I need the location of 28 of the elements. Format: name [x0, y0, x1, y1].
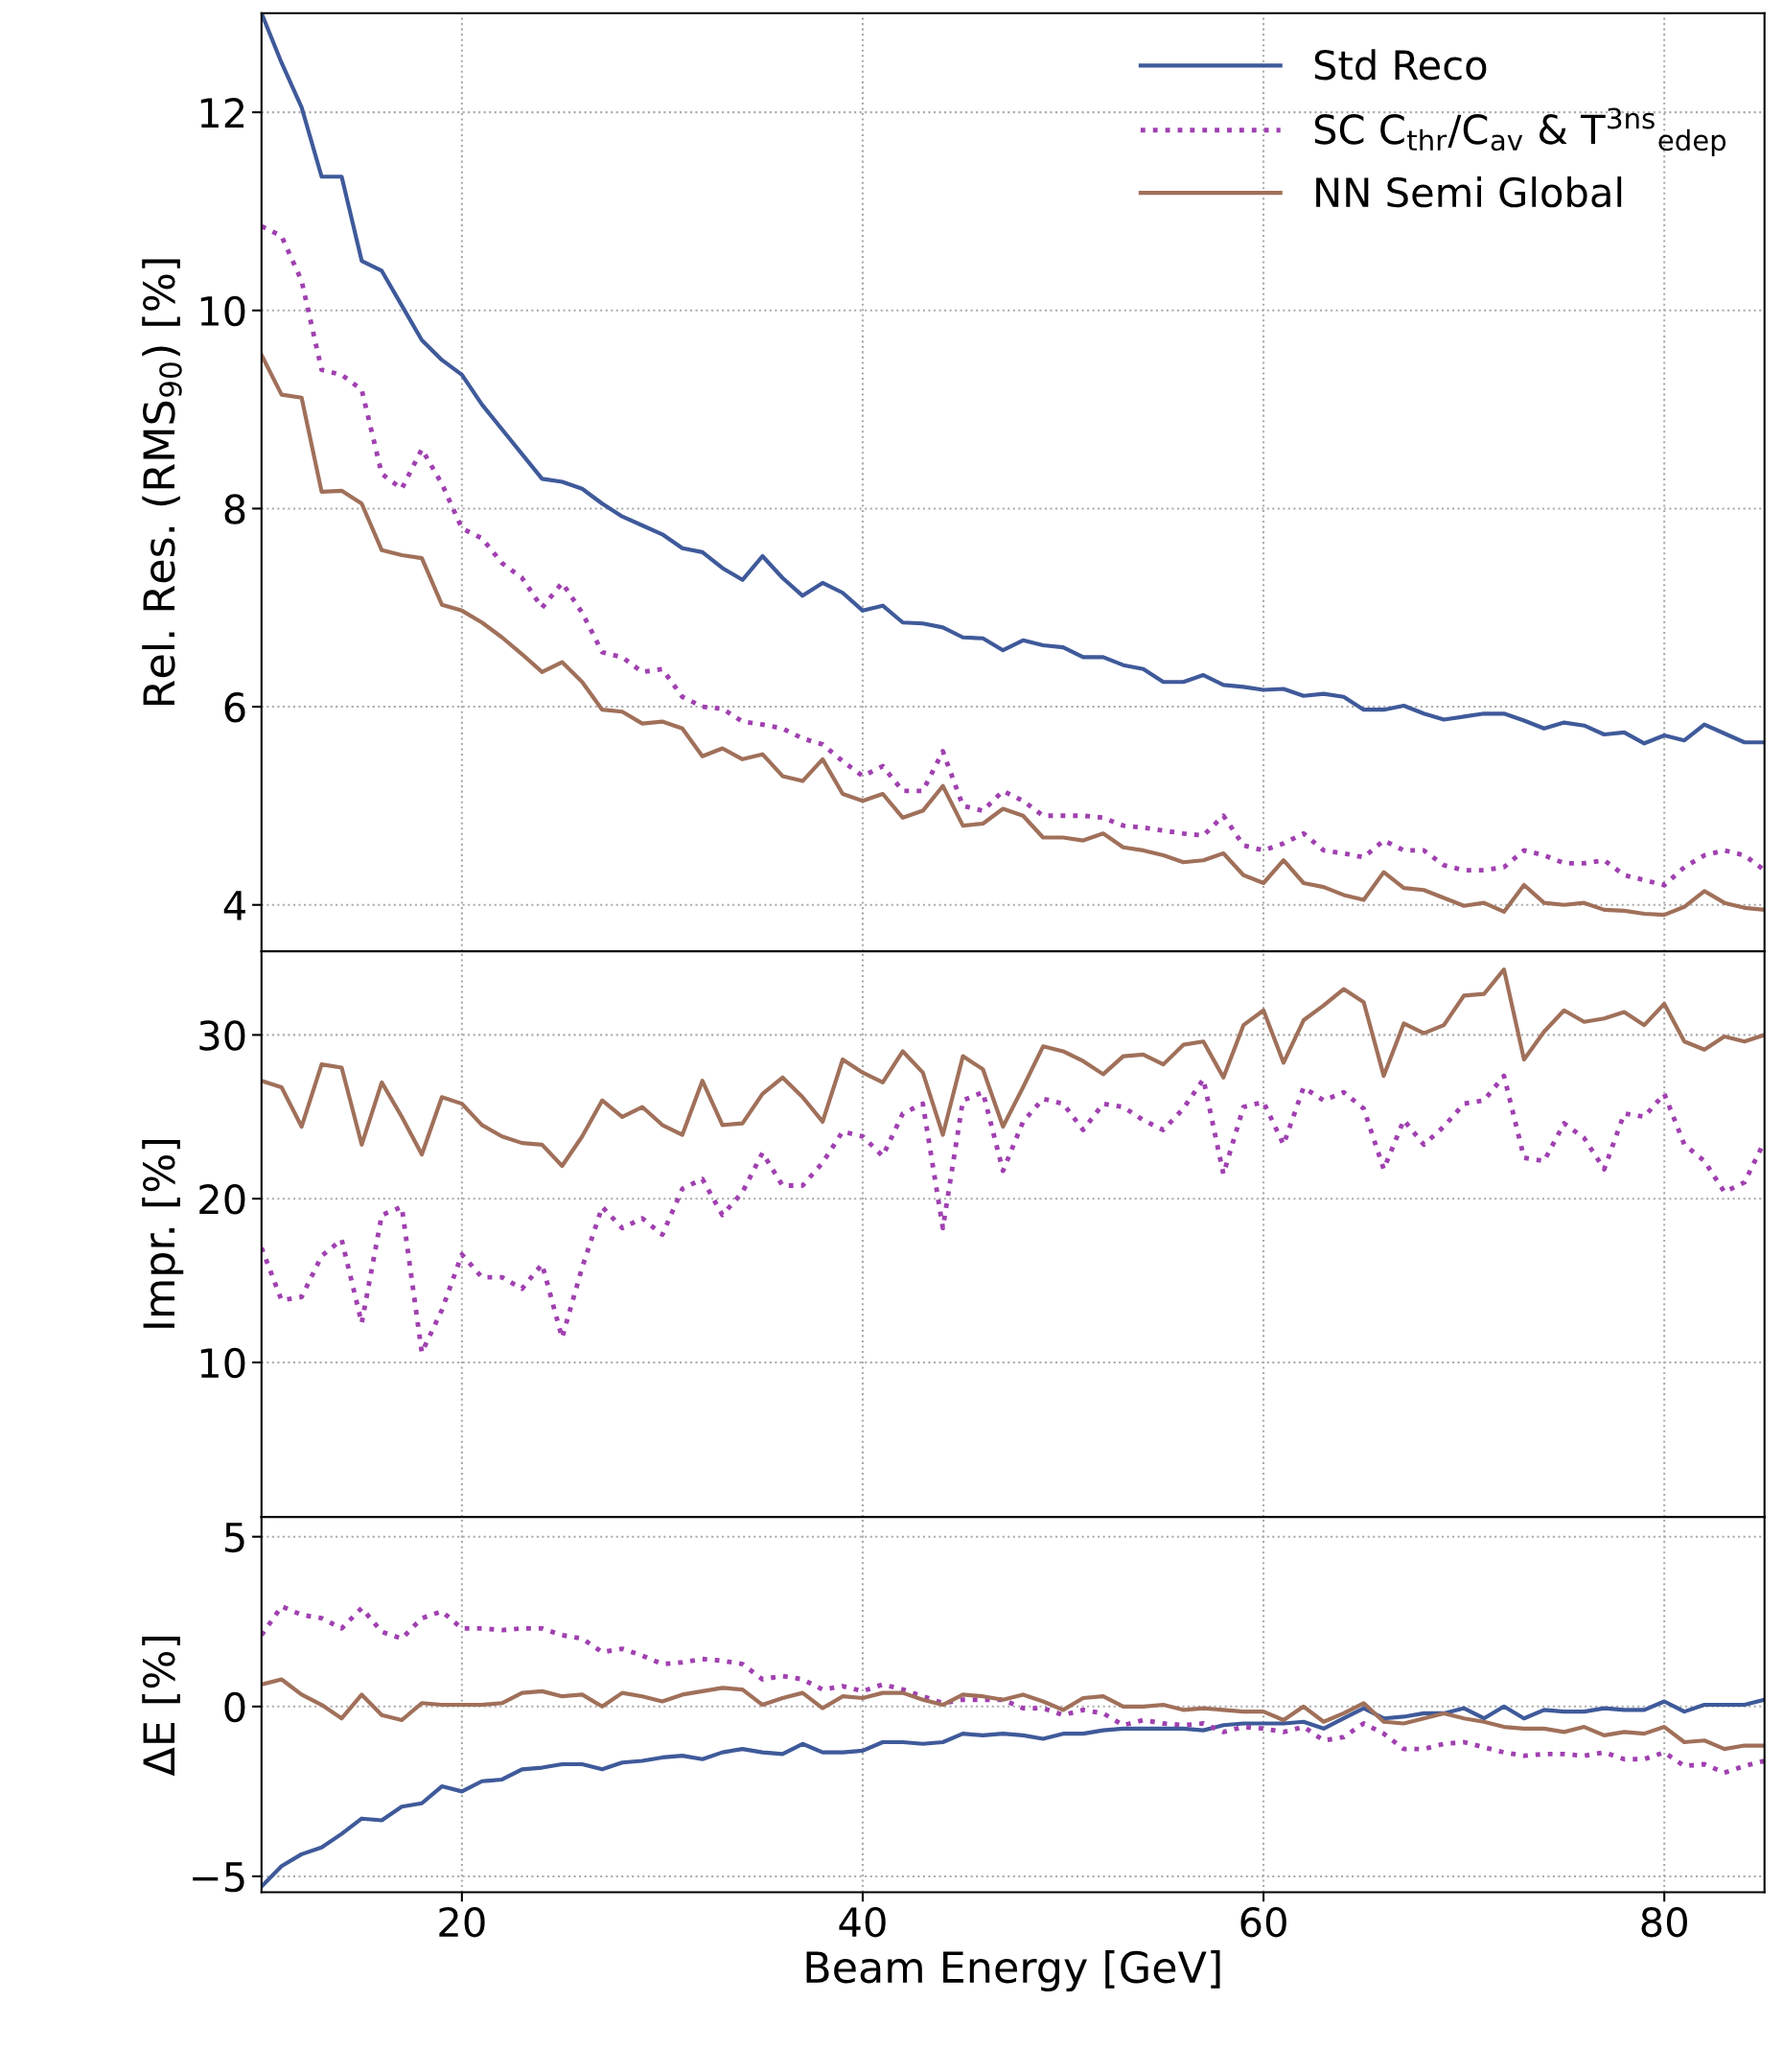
- legend-label: Std Reco: [1314, 49, 1487, 81]
- y-tick-label: 8: [224, 494, 245, 524]
- y-axis-title: Impr. [%]: [142, 1140, 184, 1328]
- legend-label: NN Semi Global: [1316, 176, 1622, 208]
- line-series: [261, 1603, 1765, 1776]
- y-tick-label: 5: [224, 1523, 244, 1553]
- line-series: [261, 223, 1765, 888]
- legend-label: SC C$_{thr}$/C$_{av}$ & T$^{3ns}$$_{edep}$: [1314, 107, 1726, 156]
- line-series: [261, 1697, 1765, 1889]
- y-tick-label: 20: [199, 1184, 245, 1215]
- y-tick-label: 10: [200, 295, 245, 327]
- y-tick-label: 10: [200, 1347, 245, 1379]
- y-tick-label: −5: [193, 1862, 244, 1893]
- x-axis-title: Beam Energy [GeV]: [806, 1950, 1220, 1992]
- x-tick-label: 20: [439, 1906, 485, 1938]
- line-series: [261, 966, 1765, 1169]
- x-tick-label: 80: [1641, 1906, 1687, 1938]
- y-tick-label: 12: [200, 98, 244, 128]
- y-axis-title: ΔE [%]: [142, 1636, 180, 1777]
- y-tick-label: 30: [199, 1020, 245, 1051]
- line-series: [261, 353, 1765, 918]
- y-tick-label: 0: [224, 1691, 245, 1723]
- x-tick-label: 40: [839, 1906, 886, 1938]
- y-tick-label: 4: [223, 891, 245, 920]
- y-tick-label: 6: [224, 691, 245, 723]
- line-series: [261, 1677, 1765, 1752]
- x-tick-label: 60: [1240, 1906, 1286, 1938]
- y-axis-title: Rel. Res. (RMS$_{90}$) [%]: [142, 259, 182, 706]
